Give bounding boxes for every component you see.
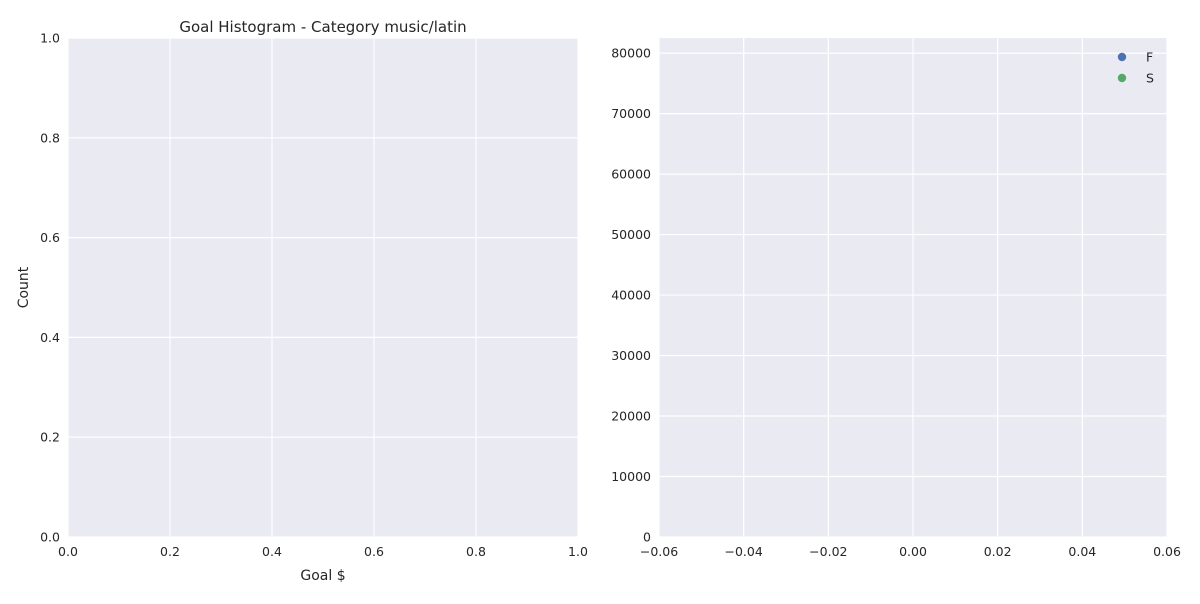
right-gridlines — [658, 38, 1168, 538]
right-tick-labels: −0.06 −0.04 −0.02 0.00 0.02 0.04 0.06 0 10000 200… — [611, 46, 1181, 559]
x-tick-label: 0.00 — [899, 544, 927, 559]
y-tick-label: 0.6 — [40, 230, 60, 245]
x-tick-label: 0.2 — [160, 544, 180, 559]
left-gridlines — [67, 37, 579, 538]
x-tick-label: 0.04 — [1068, 544, 1096, 559]
legend-label-s: S — [1146, 71, 1154, 86]
y-tick-label: 20000 — [611, 409, 651, 424]
y-tick-label: 10000 — [611, 469, 651, 484]
x-tick-label: −0.06 — [640, 544, 678, 559]
scatter-chart: −0.06 −0.04 −0.02 0.00 0.02 0.04 0.06 0 10000 200… — [611, 38, 1181, 559]
legend-marker-s — [1117, 73, 1127, 83]
left-axes-background — [68, 38, 578, 537]
y-tick-label: 0.0 — [40, 530, 60, 545]
goal-histogram-chart: 0.0 0.2 0.4 0.6 0.8 1.0 0.0 0.2 0.4 0.6 0.8 1.0 Goa… — [16, 18, 588, 584]
y-tick-label: 30000 — [611, 348, 651, 363]
x-tick-label: 0.06 — [1153, 544, 1181, 559]
x-axis-label: Goal $ — [300, 568, 345, 584]
x-tick-label: 0.0 — [58, 544, 78, 559]
y-tick-label: 1.0 — [40, 31, 60, 46]
legend-marker-f — [1117, 52, 1127, 62]
y-tick-label: 80000 — [611, 46, 651, 61]
legend: F S — [1117, 50, 1154, 86]
y-tick-label: 50000 — [611, 227, 651, 242]
y-tick-label: 0.4 — [40, 330, 60, 345]
y-tick-label: 0.2 — [40, 430, 60, 445]
y-axis-label: Count — [16, 266, 32, 308]
x-tick-label: 1.0 — [568, 544, 588, 559]
x-tick-label: 0.6 — [364, 544, 384, 559]
x-tick-label: 0.4 — [262, 544, 282, 559]
y-tick-label: 0 — [643, 530, 651, 545]
y-tick-label: 60000 — [611, 167, 651, 182]
legend-label-f: F — [1146, 50, 1153, 65]
x-tick-label: −0.02 — [809, 544, 847, 559]
x-tick-label: 0.8 — [466, 544, 486, 559]
y-tick-label: 40000 — [611, 288, 651, 303]
y-tick-label: 0.8 — [40, 130, 60, 145]
left-tick-labels: 0.0 0.2 0.4 0.6 0.8 1.0 0.0 0.2 0.4 0.6 0.8 1.0 — [40, 31, 588, 560]
y-tick-label: 70000 — [611, 106, 651, 121]
x-tick-label: −0.04 — [725, 544, 763, 559]
chart-title: Goal Histogram - Category music/latin — [179, 18, 466, 36]
x-tick-label: 0.02 — [984, 544, 1012, 559]
